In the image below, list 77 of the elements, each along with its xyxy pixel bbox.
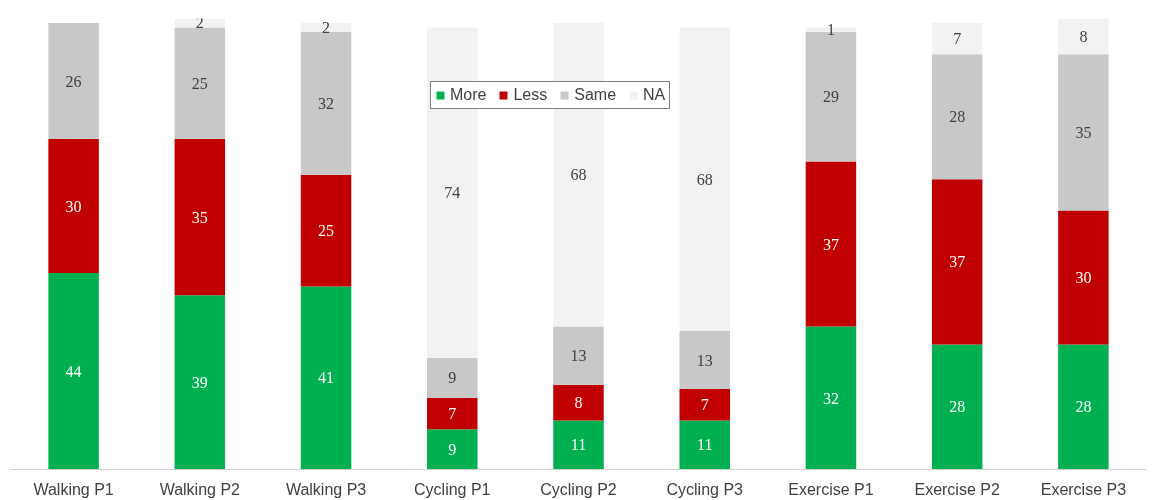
data-label: 29 xyxy=(822,88,839,106)
data-label: 32 xyxy=(318,94,335,112)
data-label: 30 xyxy=(1075,268,1092,286)
data-label: 74 xyxy=(444,184,461,202)
data-label: 13 xyxy=(696,351,713,369)
bar xyxy=(427,357,478,399)
data-label: 11 xyxy=(697,436,713,454)
bar xyxy=(931,22,983,55)
data-label: 44 xyxy=(65,362,82,380)
data-label: 28 xyxy=(949,398,966,416)
bar xyxy=(1058,344,1109,470)
bar xyxy=(174,27,226,140)
data-label: 2 xyxy=(322,18,331,36)
data-label: 41 xyxy=(318,369,335,387)
bar xyxy=(679,27,730,332)
bar xyxy=(679,420,730,470)
data-label: 7 xyxy=(953,30,962,48)
data-label: 37 xyxy=(949,253,966,271)
data-label: 28 xyxy=(949,108,966,126)
bar xyxy=(931,344,983,470)
data-label: 8 xyxy=(574,394,583,412)
bar xyxy=(48,273,99,470)
data-label: 25 xyxy=(191,74,208,92)
bar xyxy=(300,31,352,175)
x-tick-label: Cycling P2 xyxy=(540,480,617,498)
legend-label: More xyxy=(450,86,487,104)
x-tick-label: Walking P3 xyxy=(285,480,367,498)
x-tick-label: Exercise P2 xyxy=(914,480,1000,498)
bar xyxy=(553,326,604,385)
bar xyxy=(48,22,99,140)
bar xyxy=(300,174,352,287)
data-label: 32 xyxy=(822,389,839,407)
data-label: 68 xyxy=(570,166,587,184)
data-label: 1 xyxy=(826,21,835,39)
legend-label: NA xyxy=(643,86,666,104)
data-label: 37 xyxy=(822,235,839,253)
data-label: 30 xyxy=(65,197,82,215)
data-label: 28 xyxy=(1075,398,1092,416)
bar xyxy=(1058,54,1109,211)
bar xyxy=(300,286,352,470)
x-tick-label: Cycling P1 xyxy=(414,480,491,498)
x-tick-label: Exercise P1 xyxy=(788,480,874,498)
bar xyxy=(48,139,99,274)
bar xyxy=(427,429,478,470)
data-label: 25 xyxy=(318,222,335,240)
data-label: 9 xyxy=(448,369,457,387)
bar xyxy=(427,398,478,430)
data-label: 68 xyxy=(696,170,713,188)
bar xyxy=(1058,18,1109,55)
bar xyxy=(679,389,730,421)
data-label: 39 xyxy=(191,373,208,391)
legend-label: Less xyxy=(513,86,548,104)
bar xyxy=(174,139,226,296)
data-label: 26 xyxy=(65,72,82,90)
bar xyxy=(805,161,857,327)
bar xyxy=(553,420,604,470)
legend-label: Same xyxy=(574,86,617,104)
x-tick-label: Exercise P3 xyxy=(1040,480,1127,498)
data-label: 35 xyxy=(1075,123,1092,141)
data-label: 7 xyxy=(700,396,709,414)
bar xyxy=(931,54,983,180)
bar xyxy=(174,295,226,470)
bar xyxy=(679,331,730,390)
data-label: 9 xyxy=(448,440,457,458)
data-label: 7 xyxy=(448,405,457,423)
x-tick-label: Cycling P3 xyxy=(666,480,744,498)
data-label: 35 xyxy=(191,208,208,226)
bar xyxy=(931,179,983,345)
data-label: 11 xyxy=(570,436,587,454)
bar xyxy=(553,384,604,421)
bar xyxy=(300,22,352,32)
x-tick-label: Walking P2 xyxy=(159,480,241,498)
data-label: 13 xyxy=(570,347,587,365)
x-tick-label: Walking P1 xyxy=(33,480,114,498)
data-label: 8 xyxy=(1079,27,1088,45)
bar xyxy=(1058,210,1109,345)
bar xyxy=(805,326,857,470)
